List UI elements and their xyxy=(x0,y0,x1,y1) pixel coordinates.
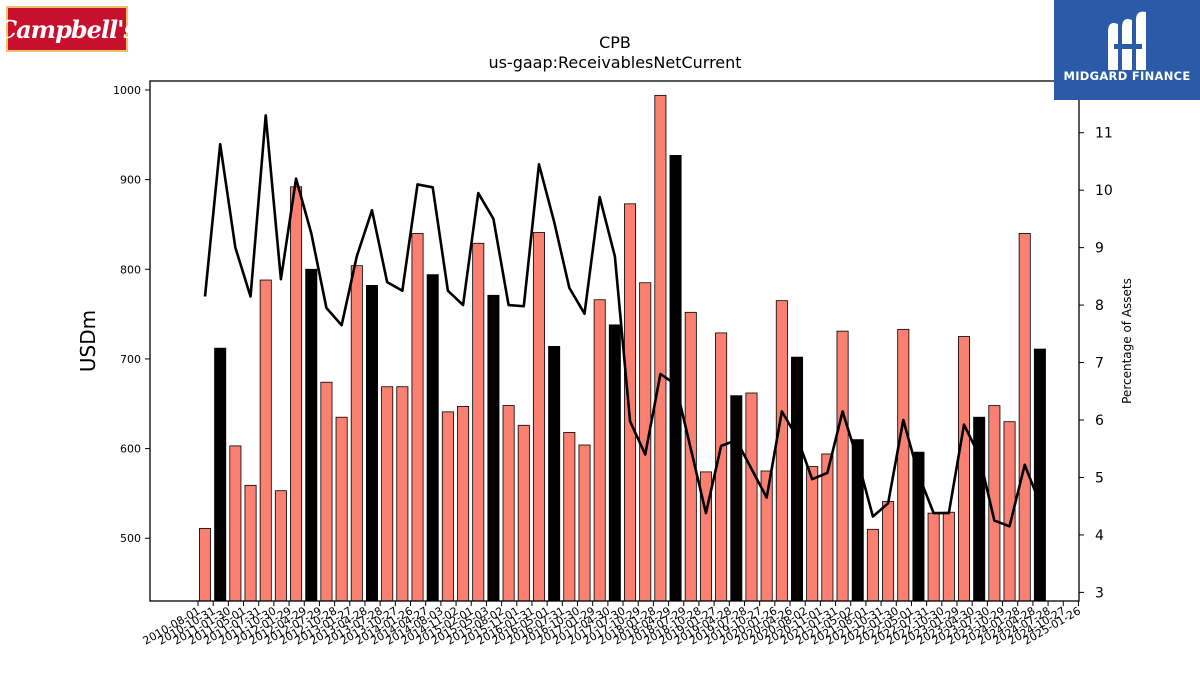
bar xyxy=(502,405,515,602)
bar xyxy=(229,445,242,602)
bar xyxy=(866,528,879,602)
y2-tick-label: 3 xyxy=(1095,585,1104,601)
chart-subtitle: us-gaap:ReceivablesNetCurrent xyxy=(488,53,741,72)
bar xyxy=(897,328,910,602)
bar xyxy=(639,282,652,602)
bar xyxy=(1033,348,1046,602)
y2-axis-label: Percentage of Assets xyxy=(1120,278,1134,404)
bar xyxy=(320,381,333,602)
bar xyxy=(335,416,348,602)
bar-series xyxy=(198,94,1046,602)
bar xyxy=(214,347,227,602)
y-axis: 500 600 700 800 900 1000 xyxy=(113,84,150,545)
y2-tick-label: 7 xyxy=(1095,356,1104,372)
bar xyxy=(745,392,758,602)
bar xyxy=(441,411,454,602)
bar xyxy=(259,279,272,602)
y-tick-label: 800 xyxy=(120,263,141,276)
bar xyxy=(563,432,576,602)
bar xyxy=(654,94,667,602)
midgard-finance-name: MIDGARD FINANCE xyxy=(1063,69,1191,83)
campbells-logo-text: Campbell's xyxy=(0,14,137,44)
bar xyxy=(457,406,470,602)
bar xyxy=(198,527,211,602)
percentage-line xyxy=(203,114,1042,528)
y2-axis: 3 4 5 6 7 8 9 10 11 xyxy=(1079,126,1113,601)
y2-tick-label: 5 xyxy=(1095,470,1104,486)
y2-tick-label: 6 xyxy=(1095,413,1104,429)
bar xyxy=(290,186,303,602)
bar xyxy=(730,395,743,602)
bar xyxy=(396,386,409,602)
y-axis-label: USDm xyxy=(76,310,100,372)
bar xyxy=(517,424,530,602)
bar xyxy=(608,324,621,602)
bar xyxy=(942,511,955,602)
bar xyxy=(775,300,788,602)
plot-frame xyxy=(149,80,1080,602)
bar xyxy=(669,155,682,602)
y-tick-label: 700 xyxy=(120,353,141,366)
bar xyxy=(624,203,637,602)
bar xyxy=(548,345,561,602)
midgard-mark-icon xyxy=(1108,11,1146,70)
y2-tick-label: 8 xyxy=(1095,298,1104,314)
bar xyxy=(381,386,394,602)
y-tick-label: 1000 xyxy=(113,84,141,97)
bar xyxy=(411,233,424,602)
bar xyxy=(958,336,971,602)
y2-tick-label: 11 xyxy=(1095,126,1113,142)
bar xyxy=(882,501,895,602)
bar xyxy=(578,444,591,602)
bar xyxy=(532,232,545,602)
x-axis: 2010-08-012010-10-312011-01-302011-05-01… xyxy=(141,601,1083,648)
bar xyxy=(305,268,318,602)
bar xyxy=(350,265,363,602)
bar xyxy=(487,294,500,602)
bar xyxy=(927,512,940,602)
campbells-logo: Campbell's xyxy=(0,6,137,52)
bar xyxy=(684,311,697,602)
bar xyxy=(472,242,485,602)
bar xyxy=(806,466,819,602)
bar xyxy=(1018,233,1031,602)
chart-title: CPB xyxy=(599,33,631,52)
y2-tick-label: 10 xyxy=(1095,183,1113,199)
y-tick-label: 900 xyxy=(120,174,141,187)
y-tick-label: 500 xyxy=(120,532,141,545)
bar xyxy=(593,299,606,602)
bar xyxy=(836,330,849,602)
bar xyxy=(365,285,378,602)
bar xyxy=(274,490,287,602)
percentage-line-series xyxy=(203,114,1042,528)
bar xyxy=(821,453,834,602)
y-tick-label: 600 xyxy=(120,443,141,456)
y2-tick-label: 9 xyxy=(1095,241,1104,257)
y2-tick-label: 4 xyxy=(1095,528,1104,544)
bar xyxy=(426,274,439,602)
bar xyxy=(791,356,804,602)
bar xyxy=(244,484,257,602)
midgard-finance-logo: MIDGARD FINANCE xyxy=(1054,0,1200,100)
